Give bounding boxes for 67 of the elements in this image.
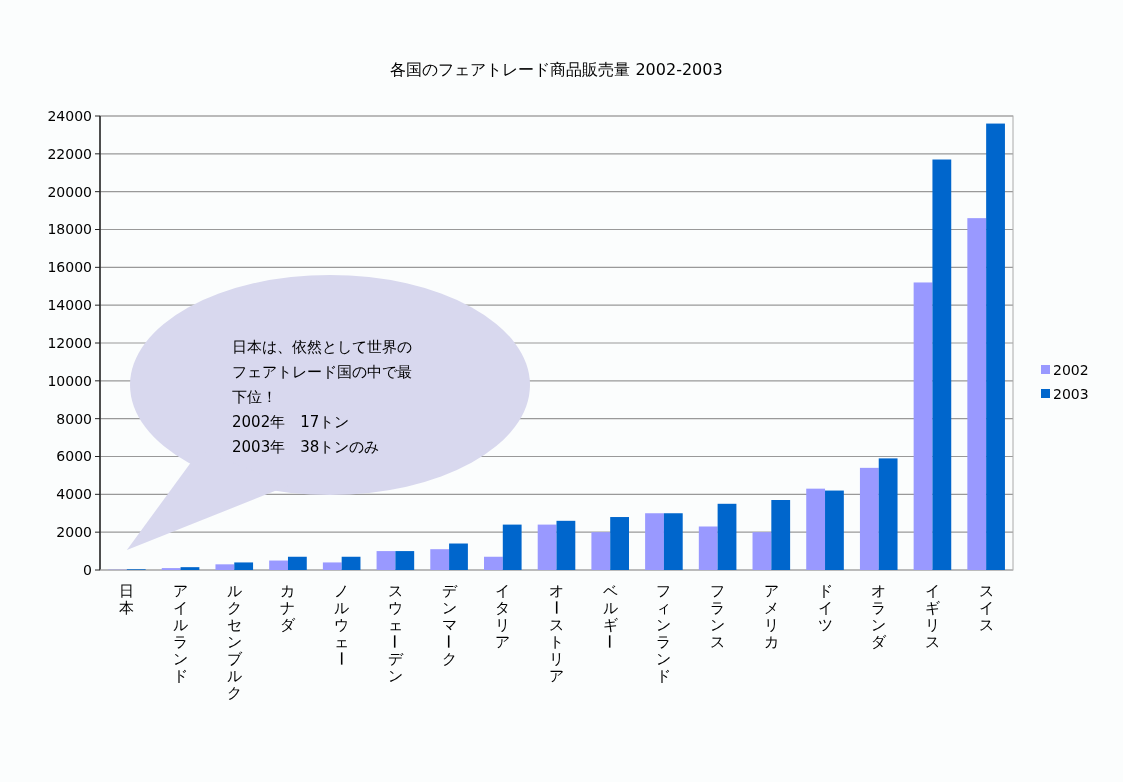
x-tick-label: スウェーデン: [385, 582, 404, 685]
y-tick-label: 20000: [47, 183, 92, 200]
y-tick-label: 8000: [56, 410, 92, 427]
x-tick-label: スイス: [978, 582, 994, 634]
y-tick-label: 22000: [47, 145, 92, 162]
y-tick-label: 16000: [47, 259, 92, 276]
y-tick-label: 10000: [47, 372, 92, 389]
bar: [591, 532, 611, 570]
legend-label: 2003: [1053, 385, 1089, 402]
bar: [376, 551, 396, 570]
bar: [932, 159, 952, 570]
x-tick-label: ルクセンブルク: [226, 582, 243, 702]
bar: [484, 556, 503, 570]
bar: [502, 524, 522, 570]
x-tick-label: ベルギー: [600, 582, 619, 649]
bar: [395, 551, 415, 570]
y-tick-label: 24000: [47, 107, 92, 124]
bar: [859, 467, 879, 570]
bar: [322, 562, 342, 570]
bar: [610, 517, 629, 570]
bar: [717, 503, 737, 570]
bar: [752, 532, 772, 570]
annotation: 2002年 17トン: [232, 413, 350, 431]
bar: [967, 218, 987, 570]
x-tick-label: イギリス: [924, 582, 940, 651]
bar: [269, 560, 288, 570]
chart-title: 各国のフェアトレード商品販売量 2002-2003: [390, 60, 723, 79]
x-tick-label: オーストリア: [546, 582, 565, 685]
bar: [215, 564, 235, 570]
bar: [913, 282, 933, 570]
bar: [341, 556, 361, 570]
x-tick-label: フランス: [710, 582, 726, 651]
annotation: 日本は、依然として世界のフェアトレード国の中で最下位！: [232, 338, 412, 406]
y-tick-label: 12000: [47, 334, 92, 351]
bar: [806, 488, 826, 570]
y-tick-label: 2000: [56, 524, 92, 541]
y-tick-label: 4000: [56, 486, 92, 503]
y-tick-label: 14000: [47, 297, 92, 314]
x-tick-label: フィンランド: [656, 582, 672, 685]
bar: [430, 549, 450, 570]
bar: [234, 562, 254, 570]
x-tick-label: ノルウェー: [331, 582, 350, 666]
bar: [878, 458, 898, 570]
y-tick-label: 18000: [47, 221, 92, 238]
bar: [663, 513, 683, 570]
x-tick-label: カナダ: [280, 582, 297, 634]
bar: [645, 513, 664, 570]
bar: [771, 500, 791, 570]
x-tick-label: デンマーク: [439, 582, 458, 668]
x-tick-label: 日本: [119, 582, 135, 617]
bar: [180, 567, 200, 570]
annotation: 2003年 38トンのみ: [232, 438, 380, 456]
x-tick-label: ドイツ: [817, 582, 833, 634]
bar: [287, 556, 307, 570]
bar: [449, 543, 468, 570]
bar: [825, 490, 844, 570]
bar: [986, 123, 1005, 570]
bar: [537, 524, 557, 570]
x-tick-label: アイルランド: [173, 582, 189, 685]
legend-label: 2002: [1053, 361, 1089, 378]
x-tick-label: オランダ: [871, 582, 888, 651]
y-tick-label: 0: [83, 561, 92, 578]
bar: [556, 520, 576, 570]
bar: [698, 526, 718, 570]
x-tick-label: アメリカ: [763, 582, 779, 651]
y-tick-label: 6000: [56, 448, 92, 465]
x-tick-label: イタリア: [495, 582, 511, 651]
